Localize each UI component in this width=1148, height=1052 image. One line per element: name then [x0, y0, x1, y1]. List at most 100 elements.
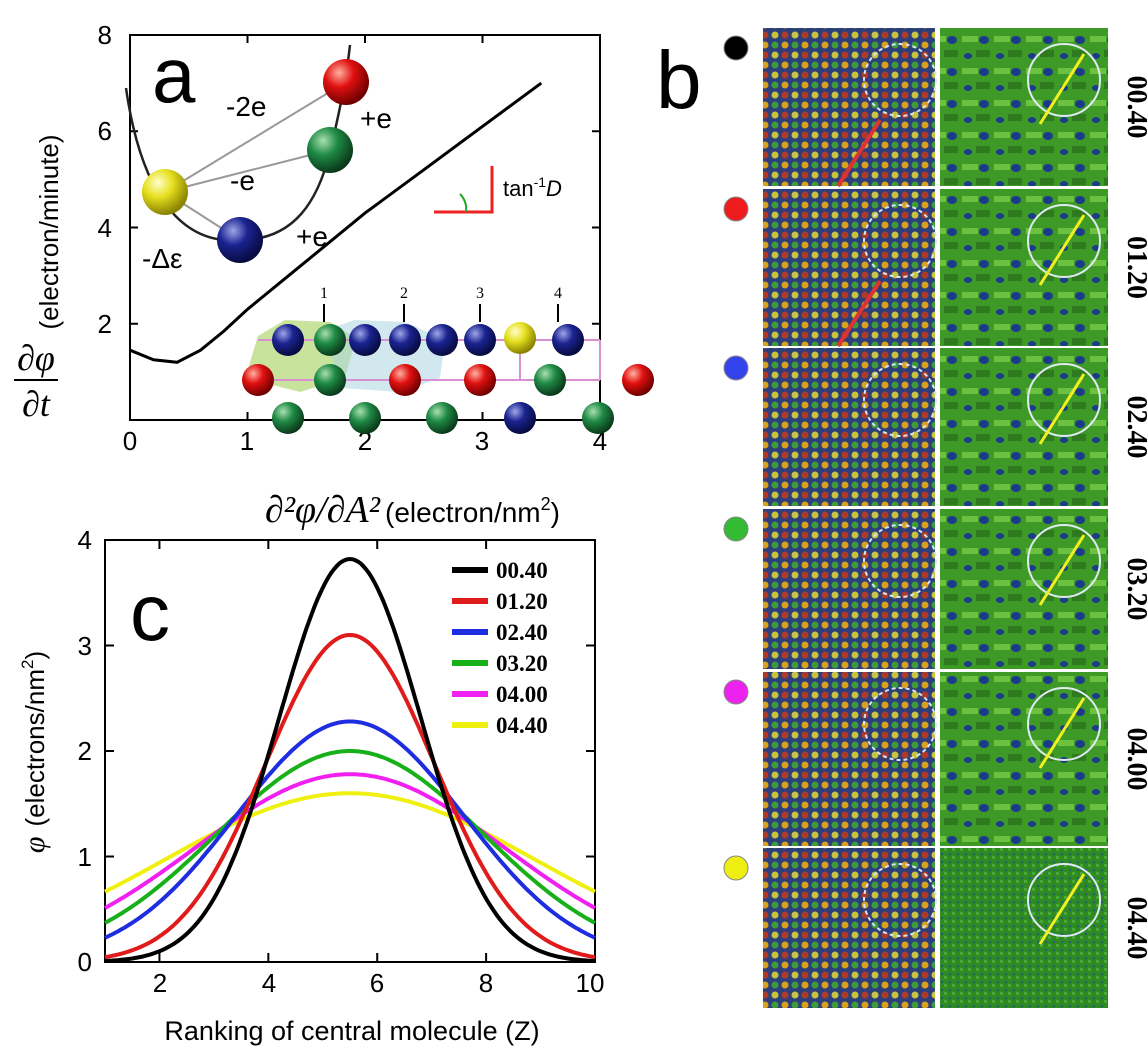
lattice-number: 2 [400, 285, 408, 302]
region-circle [1027, 204, 1101, 278]
lattice-atom [504, 402, 536, 434]
lattice-atom [272, 324, 304, 356]
lattice-atom [582, 402, 614, 434]
a-xlabel-unit: (electron/nm2) [385, 494, 560, 528]
a-ylabel-unit: (electron/minute) [34, 134, 64, 329]
inset-label: -2e [226, 91, 266, 122]
legend-label: 03.20 [496, 651, 548, 676]
micrograph-right [940, 28, 1108, 186]
measure-line [1038, 53, 1086, 125]
lattice-inset: 1 2 3 4 [242, 285, 654, 434]
micrograph-right [940, 848, 1108, 1008]
region-circle [863, 687, 937, 761]
region-circle [863, 863, 937, 937]
micrograph-left [763, 189, 935, 346]
legend-label: 02.40 [496, 620, 548, 645]
measure-line [1038, 534, 1086, 606]
row-color-dot [723, 355, 749, 381]
time-label: 03.20 [1121, 558, 1148, 621]
c-ylabel-unit: (electrons/nm [20, 669, 50, 827]
a-xtick-label: 1 [240, 426, 254, 456]
panel-c: 00.40 01.20 02.40 03.20 04.00 04.40 0 1 2 3 4… [18, 525, 604, 1046]
slope-triangle-legs [434, 166, 494, 214]
transfer-line [164, 81, 347, 193]
c-ytick-label: 2 [78, 736, 92, 766]
micrograph-left [763, 28, 935, 186]
panel-c-curves [104, 556, 596, 963]
green-ball [307, 127, 353, 173]
lattice-atom [552, 324, 584, 356]
micrograph-right [940, 672, 1108, 846]
yellow-ball [142, 169, 188, 215]
inset-label: +e [360, 103, 392, 134]
region-circle [1027, 43, 1101, 117]
panel-a: 8 6 4 2 0 1 2 3 4 (electron/minute) ∂φ ∂… [14, 20, 654, 531]
row-color-dot [723, 679, 749, 705]
micrograph-left [763, 672, 935, 846]
crack-line [836, 279, 882, 348]
measure-line [1038, 214, 1086, 286]
lattice-number: 3 [476, 285, 484, 302]
a-xlabel-close: ) [551, 497, 560, 528]
slope-angle-arc [459, 193, 468, 213]
lattice-atom [242, 364, 274, 396]
lattice-atom [426, 324, 458, 356]
c-series-line [104, 556, 596, 963]
lattice-atom [349, 324, 381, 356]
row-color-dot [723, 196, 749, 222]
region-circle [1027, 687, 1101, 761]
time-label: 04.00 [1121, 728, 1148, 791]
c-series-line [104, 632, 596, 960]
c-xtick-label: 4 [262, 968, 276, 998]
panel-b-letter: b [656, 35, 702, 126]
measure-line [1038, 373, 1086, 445]
panel-a-letter: a [152, 31, 196, 119]
region-circle [863, 363, 937, 437]
panel-c-legend: 00.40 01.20 02.40 03.20 04.00 04.40 [452, 558, 548, 738]
legend-label: 01.20 [496, 589, 548, 614]
legend-label: 00.40 [496, 558, 548, 583]
a-ytick-label: 4 [98, 213, 112, 243]
a-xlabel-unit-text: (electron/nm [385, 497, 541, 528]
region-circle [1027, 524, 1101, 598]
lattice-number: 4 [554, 285, 562, 302]
c-ytick-label: 1 [78, 842, 92, 872]
micrograph-right [940, 189, 1108, 346]
lattice-atom [464, 324, 496, 356]
crack-line [836, 118, 882, 188]
c-ylabel-sup: 2 [18, 660, 37, 669]
a-xlabel-sup: 2 [541, 494, 551, 514]
row-color-dot [723, 35, 749, 61]
time-label: 00.40 [1121, 76, 1148, 139]
lattice-atom [349, 402, 381, 434]
a-ytick-label: 6 [98, 116, 112, 146]
c-xlabel: Ranking of central molecule (Z) [164, 1016, 539, 1046]
time-label: 02.40 [1121, 396, 1148, 459]
a-series-line [129, 81, 543, 364]
legend-label: 04.40 [496, 713, 548, 738]
micrograph-left [763, 509, 935, 669]
a-ylabel-numerator: ∂φ [17, 338, 55, 378]
lattice-atom [389, 324, 421, 356]
transfer-line [164, 149, 331, 193]
a-ytick-label: 2 [98, 309, 112, 339]
c-ylabel-sym: φ [18, 837, 51, 854]
inset-label: +e [296, 221, 328, 252]
panel-b: b 00.40 01.20 02.40 03.20 04.00 04.40 [656, 28, 1148, 1008]
slope-label-sup: -1 [534, 174, 547, 190]
region-circle [1027, 863, 1101, 937]
c-ytick-label: 4 [78, 525, 92, 555]
blue-ball [217, 217, 263, 263]
lattice-atom [504, 322, 536, 354]
c-ylabel: φ (electrons/nm2) [18, 651, 51, 853]
panel-b-grid: 00.40 01.20 02.40 03.20 04.00 04.40 [723, 28, 1148, 1008]
micrograph-right [940, 348, 1108, 506]
a-xlabel-math: ∂²φ/∂A² [265, 489, 381, 531]
a-xtick-label: 0 [123, 426, 137, 456]
measure-line [1038, 697, 1086, 769]
region-circle [1027, 363, 1101, 437]
lattice-atom [622, 364, 654, 396]
micrograph-left [763, 848, 935, 1008]
